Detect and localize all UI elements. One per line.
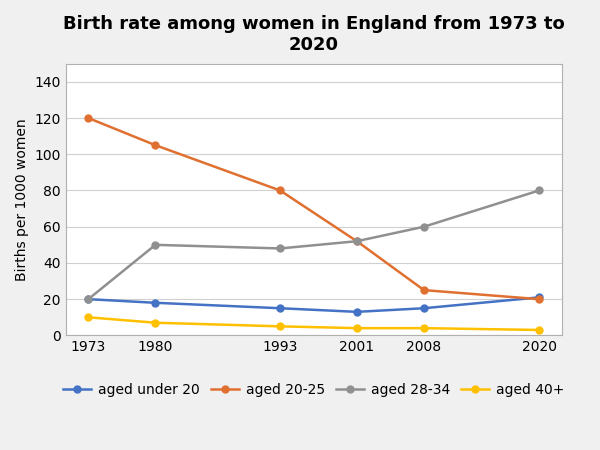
aged 40+ (85, 315, 92, 320)
aged 40+ (152, 320, 159, 325)
Title: Birth rate among women in England from 1973 to
2020: Birth rate among women in England from 1… (63, 15, 565, 54)
aged 40+ (535, 327, 542, 333)
aged under 20 (152, 300, 159, 306)
aged 20-25 (535, 297, 542, 302)
Line: aged 28-34: aged 28-34 (85, 187, 542, 303)
Legend: aged under 20, aged 20-25, aged 28-34, aged 40+: aged under 20, aged 20-25, aged 28-34, a… (58, 378, 569, 403)
aged 28-34 (535, 188, 542, 193)
aged under 20 (85, 297, 92, 302)
Line: aged 40+: aged 40+ (85, 314, 542, 333)
aged 20-25 (85, 115, 92, 121)
aged 28-34 (421, 224, 428, 230)
aged under 20 (421, 306, 428, 311)
aged under 20 (277, 306, 284, 311)
aged 28-34 (152, 242, 159, 248)
aged under 20 (535, 295, 542, 300)
aged 20-25 (421, 288, 428, 293)
aged 28-34 (353, 238, 361, 244)
aged 40+ (353, 325, 361, 331)
aged 40+ (421, 325, 428, 331)
aged 20-25 (353, 238, 361, 244)
Y-axis label: Births per 1000 women: Births per 1000 women (15, 118, 29, 281)
aged 20-25 (152, 143, 159, 148)
aged 28-34 (85, 297, 92, 302)
Line: aged under 20: aged under 20 (85, 294, 542, 315)
aged 20-25 (277, 188, 284, 193)
aged 28-34 (277, 246, 284, 251)
Line: aged 20-25: aged 20-25 (85, 115, 542, 303)
aged 40+ (277, 324, 284, 329)
aged under 20 (353, 309, 361, 315)
